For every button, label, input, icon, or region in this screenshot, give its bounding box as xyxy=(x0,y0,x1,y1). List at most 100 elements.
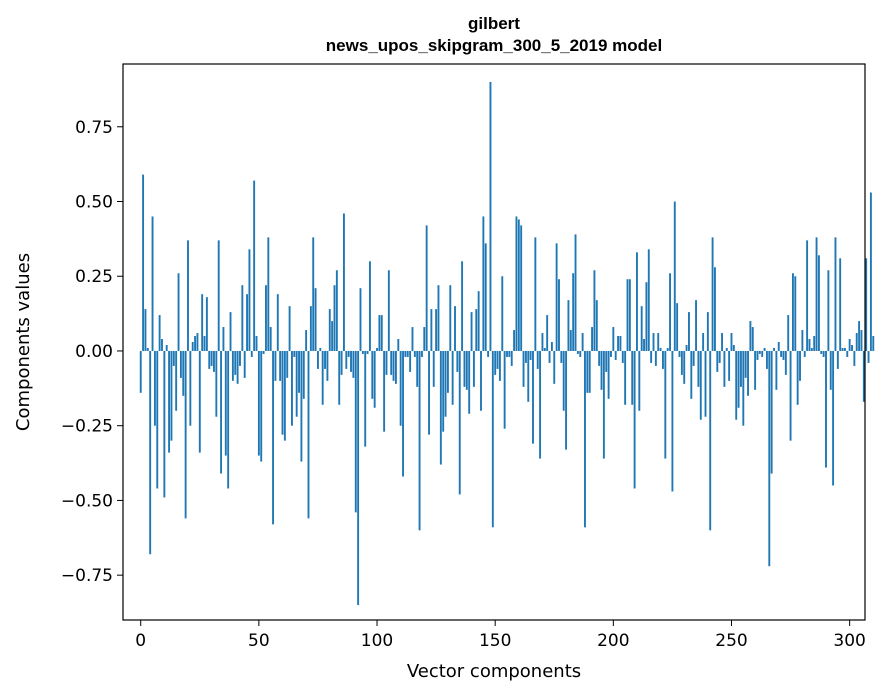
bar xyxy=(260,350,263,462)
bar xyxy=(834,237,837,351)
bar xyxy=(770,350,773,474)
bar xyxy=(569,330,572,351)
bar xyxy=(298,350,300,393)
bar xyxy=(463,350,466,387)
bar xyxy=(480,350,482,411)
bar xyxy=(872,336,875,351)
bar xyxy=(170,350,173,441)
bar xyxy=(205,297,208,351)
bar xyxy=(697,350,700,387)
bar xyxy=(815,237,818,351)
bar xyxy=(491,350,494,528)
bar xyxy=(628,279,631,351)
bar xyxy=(773,347,775,351)
bar xyxy=(666,347,669,351)
bar xyxy=(829,350,832,390)
bar xyxy=(645,282,648,351)
bar xyxy=(527,350,530,402)
y-tick-label: −0.50 xyxy=(61,491,113,511)
bar xyxy=(692,350,695,366)
bar xyxy=(633,350,636,489)
bar xyxy=(843,347,846,351)
bar xyxy=(458,350,461,495)
bar xyxy=(617,336,620,351)
bar xyxy=(503,350,506,429)
bar xyxy=(841,347,844,351)
bar xyxy=(312,237,315,351)
bar xyxy=(654,350,657,366)
bar xyxy=(279,350,282,381)
bar xyxy=(390,350,393,375)
bar xyxy=(610,350,612,357)
bar xyxy=(567,300,570,351)
bar xyxy=(553,350,556,384)
bar xyxy=(832,350,835,486)
bar xyxy=(487,350,490,357)
bar xyxy=(177,273,180,351)
bar xyxy=(300,350,303,462)
bar xyxy=(539,350,542,459)
bar xyxy=(576,350,579,354)
bar xyxy=(428,350,430,435)
bar xyxy=(636,252,638,351)
bar xyxy=(472,350,475,387)
bar xyxy=(732,344,735,351)
bar xyxy=(399,350,402,426)
bar xyxy=(442,350,445,432)
bar xyxy=(723,350,726,387)
bar xyxy=(593,270,596,351)
bar xyxy=(534,237,537,351)
bar xyxy=(688,312,690,351)
bar xyxy=(683,350,686,384)
bar xyxy=(853,350,856,366)
y-tick-label: 0.75 xyxy=(75,118,113,138)
bar xyxy=(267,237,270,351)
bar xyxy=(813,336,816,351)
bar xyxy=(820,350,823,354)
bar xyxy=(763,347,766,351)
bar xyxy=(368,261,371,351)
chart-subtitle: news_upos_skipgram_300_5_2019 model xyxy=(326,36,662,55)
bar xyxy=(248,249,251,351)
bar xyxy=(825,350,827,468)
bar xyxy=(208,350,211,369)
bar xyxy=(664,350,667,459)
bar xyxy=(782,350,785,360)
bar xyxy=(789,350,792,441)
bar xyxy=(650,350,653,363)
bar xyxy=(510,350,513,366)
bar xyxy=(581,333,584,351)
bar xyxy=(489,81,492,351)
bar xyxy=(189,350,192,426)
bar xyxy=(810,347,813,351)
bar xyxy=(517,219,520,351)
bar xyxy=(739,350,742,387)
bar xyxy=(213,350,215,372)
bar xyxy=(560,350,563,363)
bar xyxy=(215,350,218,417)
bar xyxy=(151,216,154,351)
bar xyxy=(482,216,485,351)
bar xyxy=(598,350,601,366)
bar xyxy=(836,350,839,369)
bar xyxy=(319,347,322,351)
bar xyxy=(477,291,480,351)
bar xyxy=(243,350,246,378)
bar xyxy=(149,350,152,555)
bar xyxy=(822,350,825,357)
x-tick-label: 100 xyxy=(361,631,393,651)
bar xyxy=(506,350,508,357)
bar xyxy=(239,350,241,366)
bar xyxy=(302,350,305,399)
bar xyxy=(520,225,523,351)
bar xyxy=(543,347,546,351)
bar xyxy=(584,350,586,528)
bar xyxy=(626,279,629,351)
bar xyxy=(274,350,277,381)
bar xyxy=(765,350,768,369)
bar xyxy=(562,350,565,411)
bar xyxy=(397,339,400,351)
bar xyxy=(345,350,348,369)
bar xyxy=(241,285,244,351)
bar xyxy=(272,350,274,525)
